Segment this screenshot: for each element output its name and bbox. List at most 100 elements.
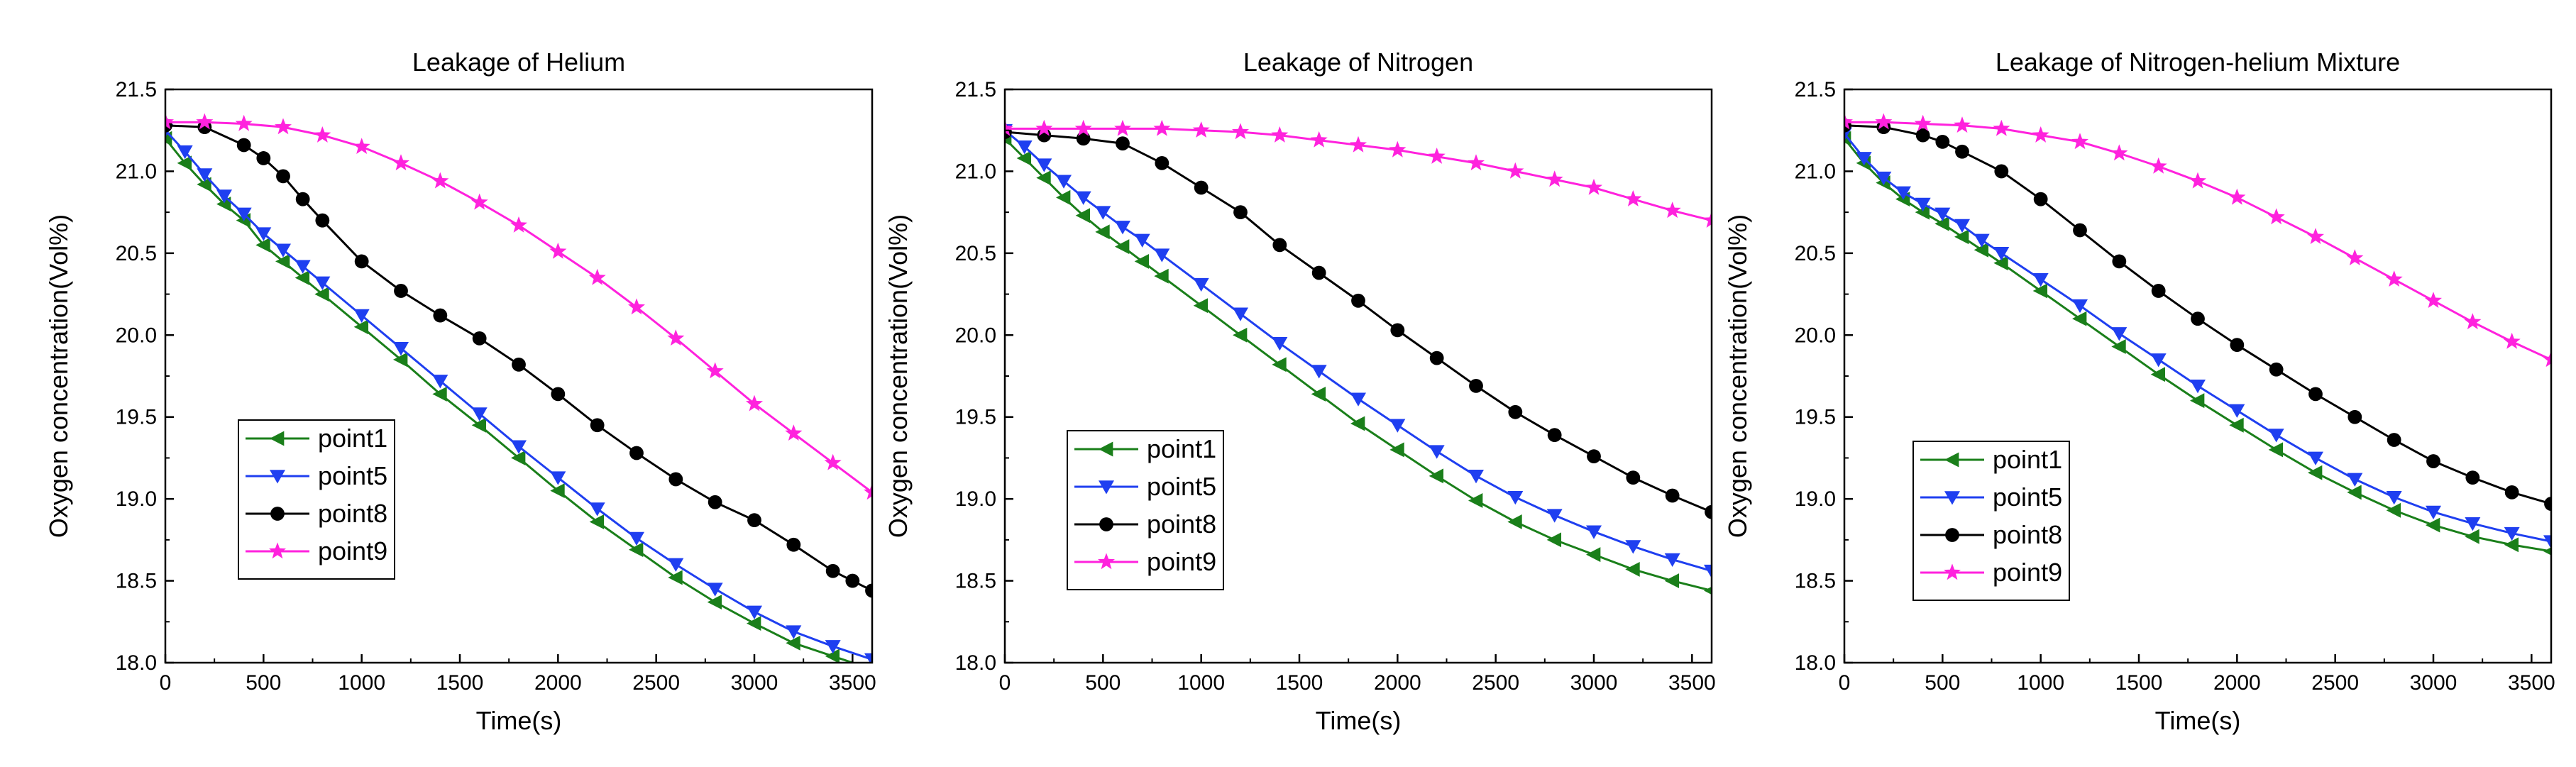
legend-label-point5: point5 bbox=[1147, 472, 1216, 501]
y-tick-label: 19.0 bbox=[955, 487, 996, 511]
x-tick-label: 2000 bbox=[534, 671, 582, 695]
y-tick-label: 20.0 bbox=[1795, 324, 1836, 347]
y-tick-label: 19.0 bbox=[1795, 487, 1836, 511]
data-point-point8 bbox=[1429, 351, 1444, 365]
data-point-point9 bbox=[1153, 119, 1171, 136]
data-point-point5 bbox=[275, 243, 291, 258]
data-point-point9 bbox=[2032, 126, 2049, 143]
legend-box bbox=[238, 419, 395, 580]
x-tick-label: 2500 bbox=[632, 671, 680, 695]
plot-area bbox=[1844, 113, 2551, 556]
data-point-point5 bbox=[353, 309, 370, 324]
chart-title: Leakage of Nitrogen-helium Mixture bbox=[1996, 48, 2400, 77]
data-point-point9 bbox=[1114, 119, 1131, 136]
data-point-point1 bbox=[2386, 502, 2401, 518]
series-line-point5 bbox=[165, 129, 872, 661]
y-tick-label: 18.0 bbox=[116, 651, 157, 675]
data-point-point5 bbox=[1095, 206, 1111, 220]
data-point-point1 bbox=[2504, 537, 2519, 553]
data-point-point9 bbox=[549, 242, 567, 259]
data-point-point8 bbox=[629, 446, 644, 460]
data-point-point1 bbox=[1233, 327, 1248, 343]
data-point-point9 bbox=[2464, 313, 2482, 330]
data-point-point9 bbox=[1954, 116, 1971, 133]
data-point-point8 bbox=[708, 495, 722, 509]
data-point-point1 bbox=[1115, 239, 1130, 255]
data-point-point5 bbox=[471, 407, 488, 421]
data-point-point8 bbox=[865, 583, 872, 598]
data-point-point5 bbox=[255, 227, 272, 241]
data-point-point5 bbox=[1429, 445, 1445, 459]
data-point-point9 bbox=[1232, 123, 1249, 140]
y-tick-label: 21.0 bbox=[955, 160, 996, 183]
data-point-point1 bbox=[2111, 338, 2126, 354]
data-point-point5 bbox=[1311, 365, 1327, 379]
data-point-point1 bbox=[255, 237, 270, 253]
y-axis-label: Oxygen concentration(Vol%) bbox=[1723, 214, 1752, 538]
data-point-point9 bbox=[1875, 113, 1893, 130]
chart-title: Leakage of Helium bbox=[412, 48, 625, 77]
data-point-point5 bbox=[2465, 517, 2481, 531]
data-point-point8 bbox=[2191, 311, 2205, 326]
data-point-point9 bbox=[1703, 211, 1712, 228]
x-tick-label: 0 bbox=[1839, 671, 1851, 695]
data-point-point5 bbox=[1233, 307, 1248, 321]
y-tick-label: 18.5 bbox=[116, 570, 157, 593]
data-point-point1 bbox=[1915, 204, 1930, 220]
legend-marker-point1 bbox=[270, 431, 285, 446]
x-tick-label: 3000 bbox=[2410, 671, 2457, 695]
data-point-point5 bbox=[1704, 564, 1712, 579]
data-point-point9 bbox=[1624, 190, 1642, 206]
data-point-point8 bbox=[590, 418, 605, 433]
data-point-point5 bbox=[1389, 419, 1406, 433]
data-point-point8 bbox=[1155, 155, 1169, 170]
data-point-point8 bbox=[2347, 409, 2362, 424]
data-point-point5 bbox=[1915, 197, 1931, 212]
x-tick-label: 500 bbox=[1085, 671, 1121, 695]
data-point-point5 bbox=[1546, 509, 1563, 523]
data-point-point8 bbox=[1547, 428, 1562, 443]
data-point-point8 bbox=[315, 213, 330, 228]
data-point-point1 bbox=[1193, 298, 1209, 314]
legend-marker-point9 bbox=[1944, 563, 1961, 580]
data-point-point9 bbox=[746, 394, 763, 412]
data-point-point9 bbox=[706, 362, 724, 379]
legend-marker-point5 bbox=[1099, 480, 1114, 495]
data-point-point1 bbox=[1974, 242, 1989, 258]
data-point-point9 bbox=[2543, 351, 2551, 368]
data-point-point9 bbox=[2307, 228, 2324, 244]
data-point-point5 bbox=[511, 440, 527, 454]
data-point-point5 bbox=[216, 189, 232, 204]
data-point-point5 bbox=[1895, 186, 1911, 200]
data-point-point5 bbox=[1115, 221, 1130, 235]
data-point-point9 bbox=[1468, 154, 1485, 171]
legend-label-point5: point5 bbox=[318, 461, 387, 490]
chart-panel-3: Leakage of Nitrogen-helium Mixture 0 500 10… bbox=[1723, 48, 2555, 735]
data-point-point9 bbox=[1914, 114, 1932, 131]
data-point-point9 bbox=[2071, 133, 2088, 150]
data-point-point5 bbox=[1056, 175, 1072, 189]
legend: point1 point5 point8 point9 bbox=[238, 419, 395, 580]
data-point-point5 bbox=[1468, 470, 1484, 484]
data-point-point5 bbox=[1934, 207, 1951, 221]
data-point-point9 bbox=[864, 483, 872, 500]
data-point-point1 bbox=[1075, 208, 1091, 224]
x-tick-label: 500 bbox=[246, 671, 281, 695]
data-point-point5 bbox=[2190, 380, 2206, 394]
data-point-point9 bbox=[1507, 162, 1524, 179]
data-point-point1 bbox=[2347, 485, 2362, 500]
y-tick-label: 18.0 bbox=[1795, 651, 1836, 675]
data-point-point5 bbox=[432, 375, 448, 389]
data-point-point9 bbox=[510, 216, 527, 233]
data-point-point9 bbox=[1192, 121, 1210, 138]
legend-label-point9: point9 bbox=[1993, 558, 2062, 587]
data-point-point5 bbox=[1036, 158, 1052, 172]
data-point-point9 bbox=[2110, 144, 2128, 161]
data-point-point5 bbox=[295, 260, 311, 274]
y-tick-label: 20.5 bbox=[955, 242, 996, 265]
legend-marker-point1 bbox=[1944, 452, 1959, 468]
data-point-point5 bbox=[1134, 233, 1150, 248]
data-point-point9 bbox=[2150, 157, 2167, 174]
data-point-point8 bbox=[1351, 293, 1365, 308]
data-point-point5 bbox=[550, 471, 566, 485]
